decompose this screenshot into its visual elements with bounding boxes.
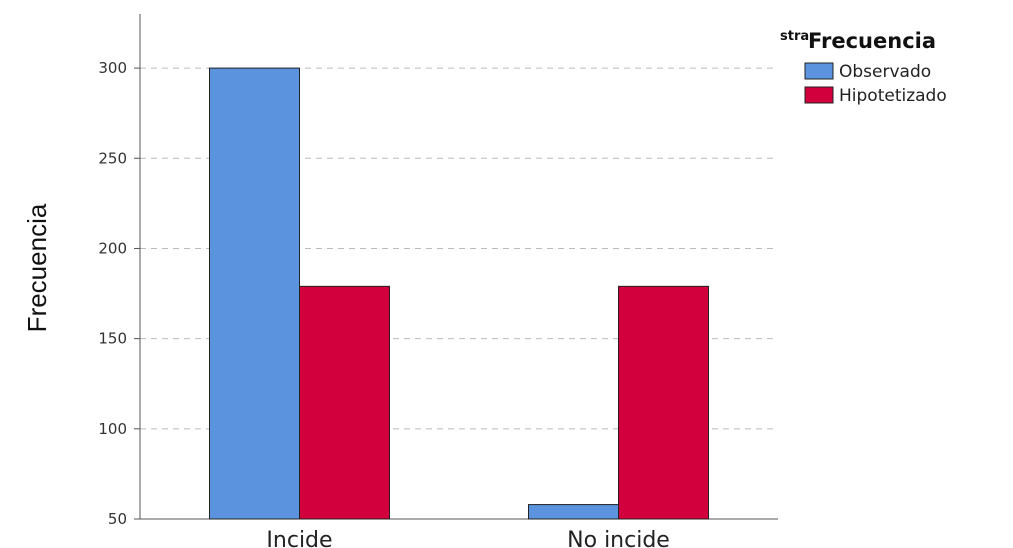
y-tick-label: 50 [108,510,127,528]
legend: stra Frecuencia Observado Hipotetizado [780,29,947,106]
y-tick-label: 200 [98,239,127,257]
y-tick-label: 250 [98,149,127,167]
y-tick-label: 150 [98,330,127,348]
y-tick-label: 300 [98,59,127,77]
legend-label-observado: Observado [839,62,931,82]
y-axis-label: Frecuencia [22,203,52,332]
legend-swatch-hipotetizado [804,86,834,104]
bar-no-incide-observado [528,504,619,520]
legend-label-hipotetizado: Hipotetizado [839,86,947,106]
bar-incide-hipotetizado [299,285,390,520]
bar-incide-observado [209,67,300,520]
y-ticks: 50 100 150 200 250 300 [98,59,140,528]
bar-no-incide-hipotetizado [618,285,709,520]
bars [209,67,709,520]
x-category-label: Incide [266,528,332,548]
legend-title-prefix: stra [780,29,809,44]
legend-swatch-observado [804,62,834,80]
y-tick-label: 100 [98,420,127,438]
category-labels: Incide No incide [266,528,669,548]
legend-items: Observado Hipotetizado [804,62,947,106]
legend-title: Frecuencia [808,29,936,53]
x-category-label: No incide [567,528,670,548]
